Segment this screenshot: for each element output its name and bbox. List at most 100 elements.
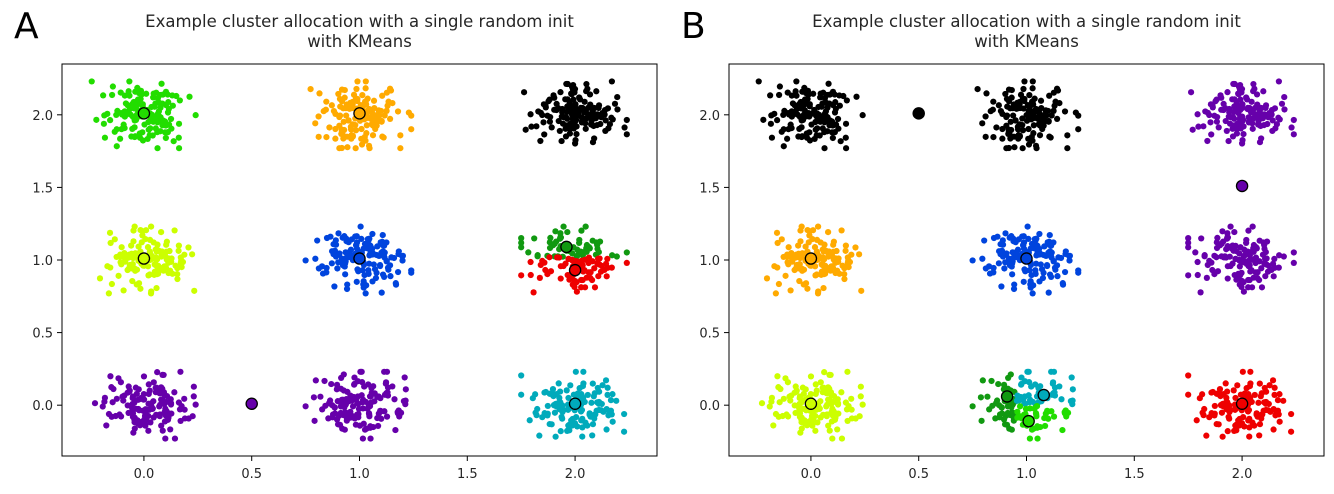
- data-point: [1245, 227, 1252, 234]
- data-point: [1011, 144, 1018, 151]
- cluster-center: [1235, 179, 1249, 193]
- data-point: [977, 394, 985, 401]
- data-point: [408, 269, 415, 276]
- data-point: [1248, 267, 1255, 274]
- data-point: [570, 96, 577, 103]
- data-point: [344, 412, 351, 419]
- data-point: [1254, 269, 1261, 276]
- data-point: [174, 270, 181, 278]
- data-point: [1211, 412, 1218, 419]
- data-point: [1227, 113, 1234, 121]
- data-point: [816, 111, 823, 118]
- data-point: [816, 405, 823, 413]
- data-point: [857, 393, 864, 400]
- data-point: [369, 132, 377, 139]
- data-point: [360, 245, 367, 252]
- data-point: [1054, 273, 1061, 280]
- data-point: [613, 253, 620, 260]
- data-point: [821, 369, 828, 376]
- data-point: [334, 398, 341, 405]
- data-point: [1257, 122, 1264, 130]
- data-point: [339, 262, 346, 269]
- data-point: [1231, 405, 1239, 413]
- data-point: [154, 256, 161, 263]
- data-point: [817, 94, 824, 101]
- data-point: [568, 91, 575, 98]
- data-point: [770, 422, 777, 429]
- data-point: [1246, 424, 1253, 431]
- data-point: [843, 97, 850, 104]
- data-point: [354, 378, 362, 385]
- data-point: [363, 101, 370, 108]
- data-point: [1250, 248, 1257, 255]
- data-point: [192, 401, 199, 408]
- data-point: [784, 413, 792, 420]
- data-point: [546, 244, 554, 252]
- data-point: [792, 383, 799, 390]
- data-point: [1059, 280, 1066, 287]
- y-tick-label: 1.5: [32, 181, 53, 196]
- data-point: [1256, 421, 1264, 428]
- data-point: [156, 413, 163, 420]
- data-point: [1249, 125, 1256, 132]
- data-point: [1248, 98, 1255, 105]
- data-point: [842, 242, 849, 249]
- data-point: [785, 126, 792, 133]
- data-point: [328, 380, 335, 388]
- data-point: [312, 377, 319, 384]
- data-point: [1049, 379, 1057, 386]
- data-point: [776, 91, 783, 99]
- data-point: [1004, 409, 1011, 417]
- data-point: [384, 264, 392, 271]
- data-point: [822, 112, 829, 119]
- data-point: [998, 283, 1005, 290]
- data-point: [335, 230, 342, 237]
- data-points: [755, 78, 1297, 442]
- data-point: [133, 281, 140, 288]
- data-point: [361, 280, 368, 288]
- data-point: [371, 390, 378, 397]
- data-point: [817, 118, 824, 125]
- x-tick-label: 2.0: [1232, 467, 1253, 482]
- data-point: [1226, 415, 1233, 422]
- data-point: [825, 384, 832, 391]
- data-point: [578, 276, 585, 284]
- data-point: [1223, 245, 1231, 252]
- data-point: [576, 239, 583, 247]
- cluster-center: [568, 107, 582, 120]
- data-point: [1007, 118, 1014, 125]
- data-point: [1064, 409, 1072, 416]
- data-point: [326, 124, 333, 131]
- data-point: [1203, 274, 1210, 281]
- data-point: [1214, 390, 1221, 397]
- data-point: [1224, 89, 1231, 96]
- data-point: [391, 396, 398, 403]
- data-point: [842, 120, 850, 127]
- data-point: [344, 281, 351, 288]
- data-point: [165, 99, 172, 106]
- data-point: [603, 273, 610, 280]
- data-point: [990, 98, 997, 105]
- data-point: [1026, 435, 1034, 442]
- data-point: [586, 411, 593, 418]
- data-point: [776, 83, 783, 90]
- data-point: [170, 138, 177, 145]
- cluster-center: [137, 107, 151, 120]
- data-point: [1225, 137, 1232, 145]
- data-point: [1244, 248, 1251, 255]
- data-point: [819, 246, 826, 253]
- data-point: [135, 243, 142, 250]
- data-point: [88, 78, 95, 85]
- data-point: [1220, 106, 1227, 114]
- chart-title-line: Example cluster allocation with a single…: [812, 12, 1241, 31]
- data-point: [1005, 374, 1012, 381]
- x-tick-label: 1.0: [349, 467, 370, 482]
- data-point: [1272, 412, 1279, 419]
- data-point: [358, 235, 365, 242]
- data-point: [339, 234, 346, 241]
- data-point: [402, 397, 409, 404]
- data-point: [408, 126, 415, 133]
- data-point: [342, 257, 349, 264]
- data-point: [175, 145, 183, 152]
- chart-title-line: with KMeans: [974, 32, 1079, 51]
